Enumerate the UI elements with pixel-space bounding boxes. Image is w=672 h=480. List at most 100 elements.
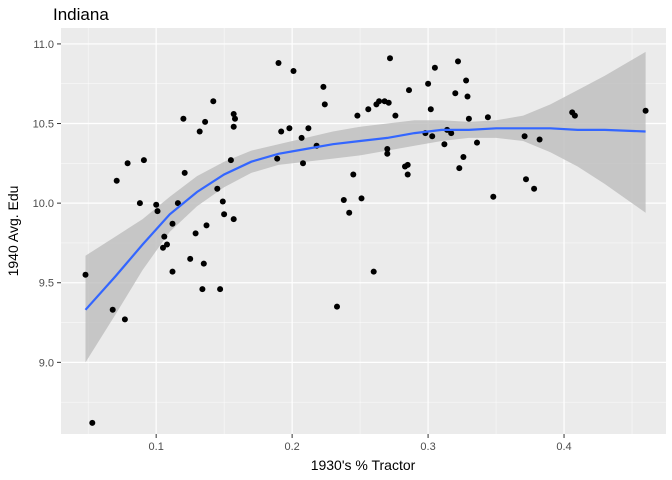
data-point bbox=[340, 197, 347, 203]
data-point bbox=[140, 157, 147, 164]
data-point bbox=[136, 200, 143, 207]
data-point bbox=[202, 118, 209, 125]
data-point bbox=[109, 306, 116, 313]
data-point bbox=[350, 171, 357, 178]
data-point bbox=[370, 268, 377, 275]
data-point bbox=[199, 286, 206, 293]
x-axis-title: 1930's % Tractor bbox=[311, 457, 416, 473]
data-point bbox=[232, 115, 238, 122]
data-point bbox=[121, 316, 128, 323]
data-point bbox=[219, 198, 226, 205]
data-point bbox=[448, 130, 455, 137]
data-point bbox=[531, 185, 538, 192]
data-points bbox=[82, 55, 649, 426]
data-point bbox=[230, 216, 237, 223]
data-point bbox=[320, 83, 327, 90]
data-point bbox=[354, 112, 361, 119]
data-point bbox=[174, 200, 181, 207]
data-point bbox=[474, 139, 480, 146]
data-point bbox=[460, 154, 467, 160]
data-point bbox=[404, 161, 411, 168]
x-tick-label: 0.1 bbox=[149, 441, 164, 453]
x-tick-label: 0.3 bbox=[420, 441, 435, 453]
data-point bbox=[571, 112, 578, 119]
data-point bbox=[464, 93, 471, 100]
data-point bbox=[154, 208, 161, 215]
confidence-band bbox=[85, 51, 646, 363]
data-point bbox=[463, 77, 470, 84]
data-point bbox=[387, 55, 393, 62]
grid-lines bbox=[61, 28, 666, 434]
data-point bbox=[278, 128, 285, 135]
data-point bbox=[169, 220, 176, 227]
data-point bbox=[164, 241, 170, 248]
data-point bbox=[384, 146, 391, 152]
data-point bbox=[160, 244, 166, 251]
data-point bbox=[227, 157, 234, 164]
data-point bbox=[82, 271, 89, 278]
x-tick-label: 0.2 bbox=[284, 441, 299, 453]
chart-title: Indiana bbox=[53, 5, 109, 24]
data-point bbox=[113, 177, 120, 184]
data-point bbox=[274, 155, 281, 162]
y-axis: 9.0 9.5 10.0 10.5 11.0 bbox=[33, 39, 61, 369]
data-point bbox=[290, 68, 297, 74]
data-point bbox=[452, 90, 459, 97]
data-point bbox=[365, 106, 372, 113]
data-point bbox=[214, 185, 221, 192]
y-tick-label: 9.0 bbox=[39, 357, 54, 369]
data-point bbox=[305, 125, 312, 132]
data-point bbox=[286, 125, 293, 132]
data-point bbox=[192, 230, 199, 237]
y-tick-label: 10.0 bbox=[33, 198, 54, 210]
data-point bbox=[298, 134, 305, 141]
data-point bbox=[456, 165, 463, 172]
data-point bbox=[346, 209, 353, 216]
data-point bbox=[89, 419, 96, 426]
data-point bbox=[203, 222, 210, 229]
y-tick-label: 9.5 bbox=[39, 278, 54, 290]
smooth-fit bbox=[84, 127, 646, 311]
x-axis: 0.1 0.2 0.3 0.4 bbox=[149, 434, 572, 453]
y-axis-title: 1940 Avg. Edu bbox=[5, 186, 21, 277]
data-point bbox=[429, 133, 436, 140]
data-point bbox=[465, 115, 472, 122]
x-tick-label: 0.4 bbox=[556, 441, 571, 453]
data-point bbox=[427, 106, 434, 113]
data-point bbox=[431, 64, 438, 71]
data-point bbox=[404, 171, 411, 178]
data-point bbox=[441, 141, 448, 148]
data-point bbox=[124, 160, 131, 167]
data-point bbox=[384, 150, 391, 157]
data-point bbox=[321, 101, 328, 108]
data-point bbox=[358, 195, 365, 202]
data-point bbox=[455, 58, 461, 65]
data-point bbox=[181, 169, 188, 176]
data-point bbox=[406, 87, 412, 94]
data-point bbox=[300, 160, 306, 167]
data-point bbox=[385, 99, 392, 106]
data-point bbox=[217, 286, 224, 293]
data-point bbox=[169, 268, 176, 275]
data-point bbox=[230, 111, 237, 117]
confidence-band-area bbox=[85, 51, 646, 363]
data-point bbox=[230, 123, 237, 130]
smooth-fit-line bbox=[84, 127, 646, 311]
data-point bbox=[523, 176, 529, 183]
data-point bbox=[200, 260, 207, 267]
data-point bbox=[153, 201, 160, 208]
data-point bbox=[521, 133, 528, 140]
data-point bbox=[392, 112, 399, 119]
data-point bbox=[196, 128, 203, 135]
data-point bbox=[536, 136, 543, 143]
data-point bbox=[490, 193, 497, 200]
data-point bbox=[275, 60, 282, 66]
y-tick-label: 11.0 bbox=[33, 39, 54, 51]
data-point bbox=[425, 80, 432, 87]
data-point bbox=[376, 98, 383, 105]
data-point bbox=[180, 115, 187, 122]
data-point bbox=[642, 107, 649, 114]
data-point bbox=[161, 233, 168, 240]
data-point bbox=[187, 255, 194, 262]
